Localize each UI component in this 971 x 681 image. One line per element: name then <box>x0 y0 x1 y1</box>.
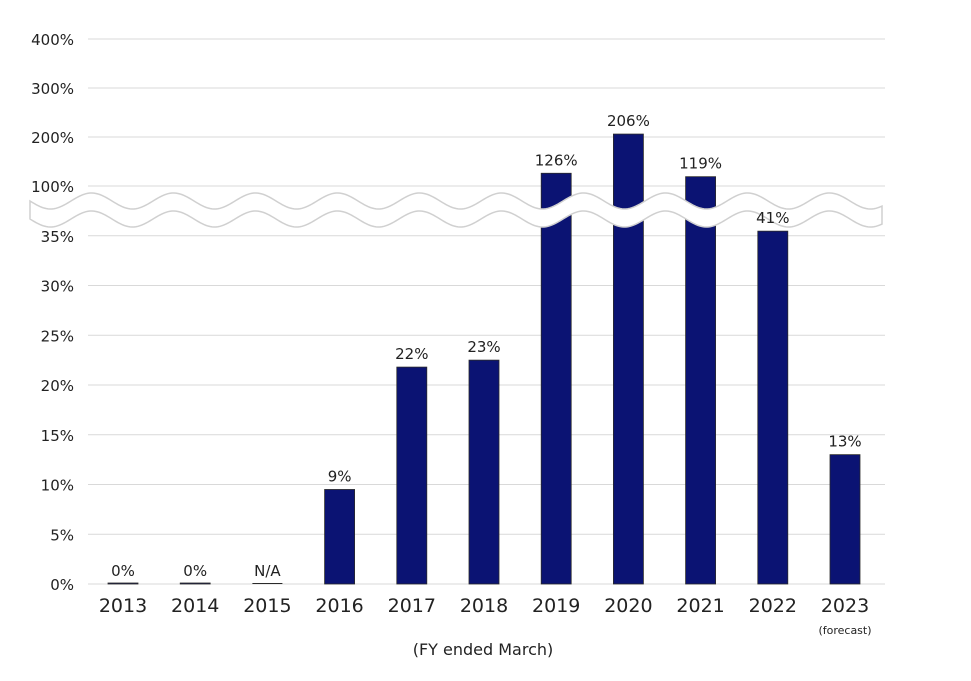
data-label: 41% <box>756 209 789 227</box>
x-tick-label: 2019 <box>532 595 580 617</box>
bar <box>757 230 789 585</box>
x-tick-label: 2020 <box>604 595 652 617</box>
x-tick-sublabel: (forecast) <box>818 624 871 637</box>
x-tick-label: 2017 <box>388 595 436 617</box>
x-tick-label: 2021 <box>676 595 724 617</box>
y-tick-label: 10% <box>41 477 74 495</box>
data-label: 206% <box>607 112 650 130</box>
bar <box>613 133 644 585</box>
bar <box>324 489 356 585</box>
data-label: 0% <box>111 562 135 580</box>
bar <box>685 176 716 585</box>
y-axis-ticks: 0% 5% 10% 15% 20% 25% 30% 35% 100% 200% 300% 400% <box>31 31 74 594</box>
data-label: 22% <box>395 345 428 363</box>
data-label: 126% <box>535 151 578 169</box>
x-axis-ticks: 2013 2014 2015 2016 2017 2018 2019 2020 2021 2022… <box>99 595 872 637</box>
y-tick-label: 25% <box>41 327 74 345</box>
y-tick-label: 30% <box>41 278 74 296</box>
x-tick-label: 2022 <box>749 595 797 617</box>
bar <box>396 366 428 585</box>
y-tick-label: 5% <box>50 526 74 544</box>
data-label: 9% <box>328 467 352 485</box>
bar <box>468 359 500 585</box>
y-tick-label: 15% <box>41 427 74 445</box>
data-label: N/A <box>254 562 281 580</box>
x-tick-label: 2015 <box>243 595 291 617</box>
y-tick-label: 35% <box>41 228 74 246</box>
x-tick-label: 2018 <box>460 595 508 617</box>
bar <box>179 582 211 585</box>
data-label: 119% <box>679 155 722 173</box>
y-tick-label: 400% <box>31 31 74 49</box>
axis-break-wave <box>29 192 883 228</box>
bars <box>107 133 861 585</box>
x-tick-label: 2023 <box>821 595 869 617</box>
bar <box>107 582 139 585</box>
data-label: 23% <box>467 338 500 356</box>
bar <box>252 583 283 584</box>
x-axis-title: (FY ended March) <box>413 640 554 659</box>
x-tick-label: 2016 <box>315 595 363 617</box>
bar <box>829 454 861 585</box>
x-tick-label: 2013 <box>99 595 147 617</box>
y-tick-label: 20% <box>41 377 74 395</box>
data-labels: 0% 0% N/A 9% 22% 23% 126% 206% 119% 41% 13% <box>111 112 862 580</box>
data-label: 13% <box>828 433 861 451</box>
y-tick-label: 100% <box>31 178 74 196</box>
x-tick-label: 2014 <box>171 595 219 617</box>
bar <box>540 172 572 585</box>
y-tick-label: 300% <box>31 80 74 98</box>
y-tick-label: 0% <box>50 576 74 594</box>
data-label: 0% <box>183 562 207 580</box>
y-tick-label: 200% <box>31 129 74 147</box>
